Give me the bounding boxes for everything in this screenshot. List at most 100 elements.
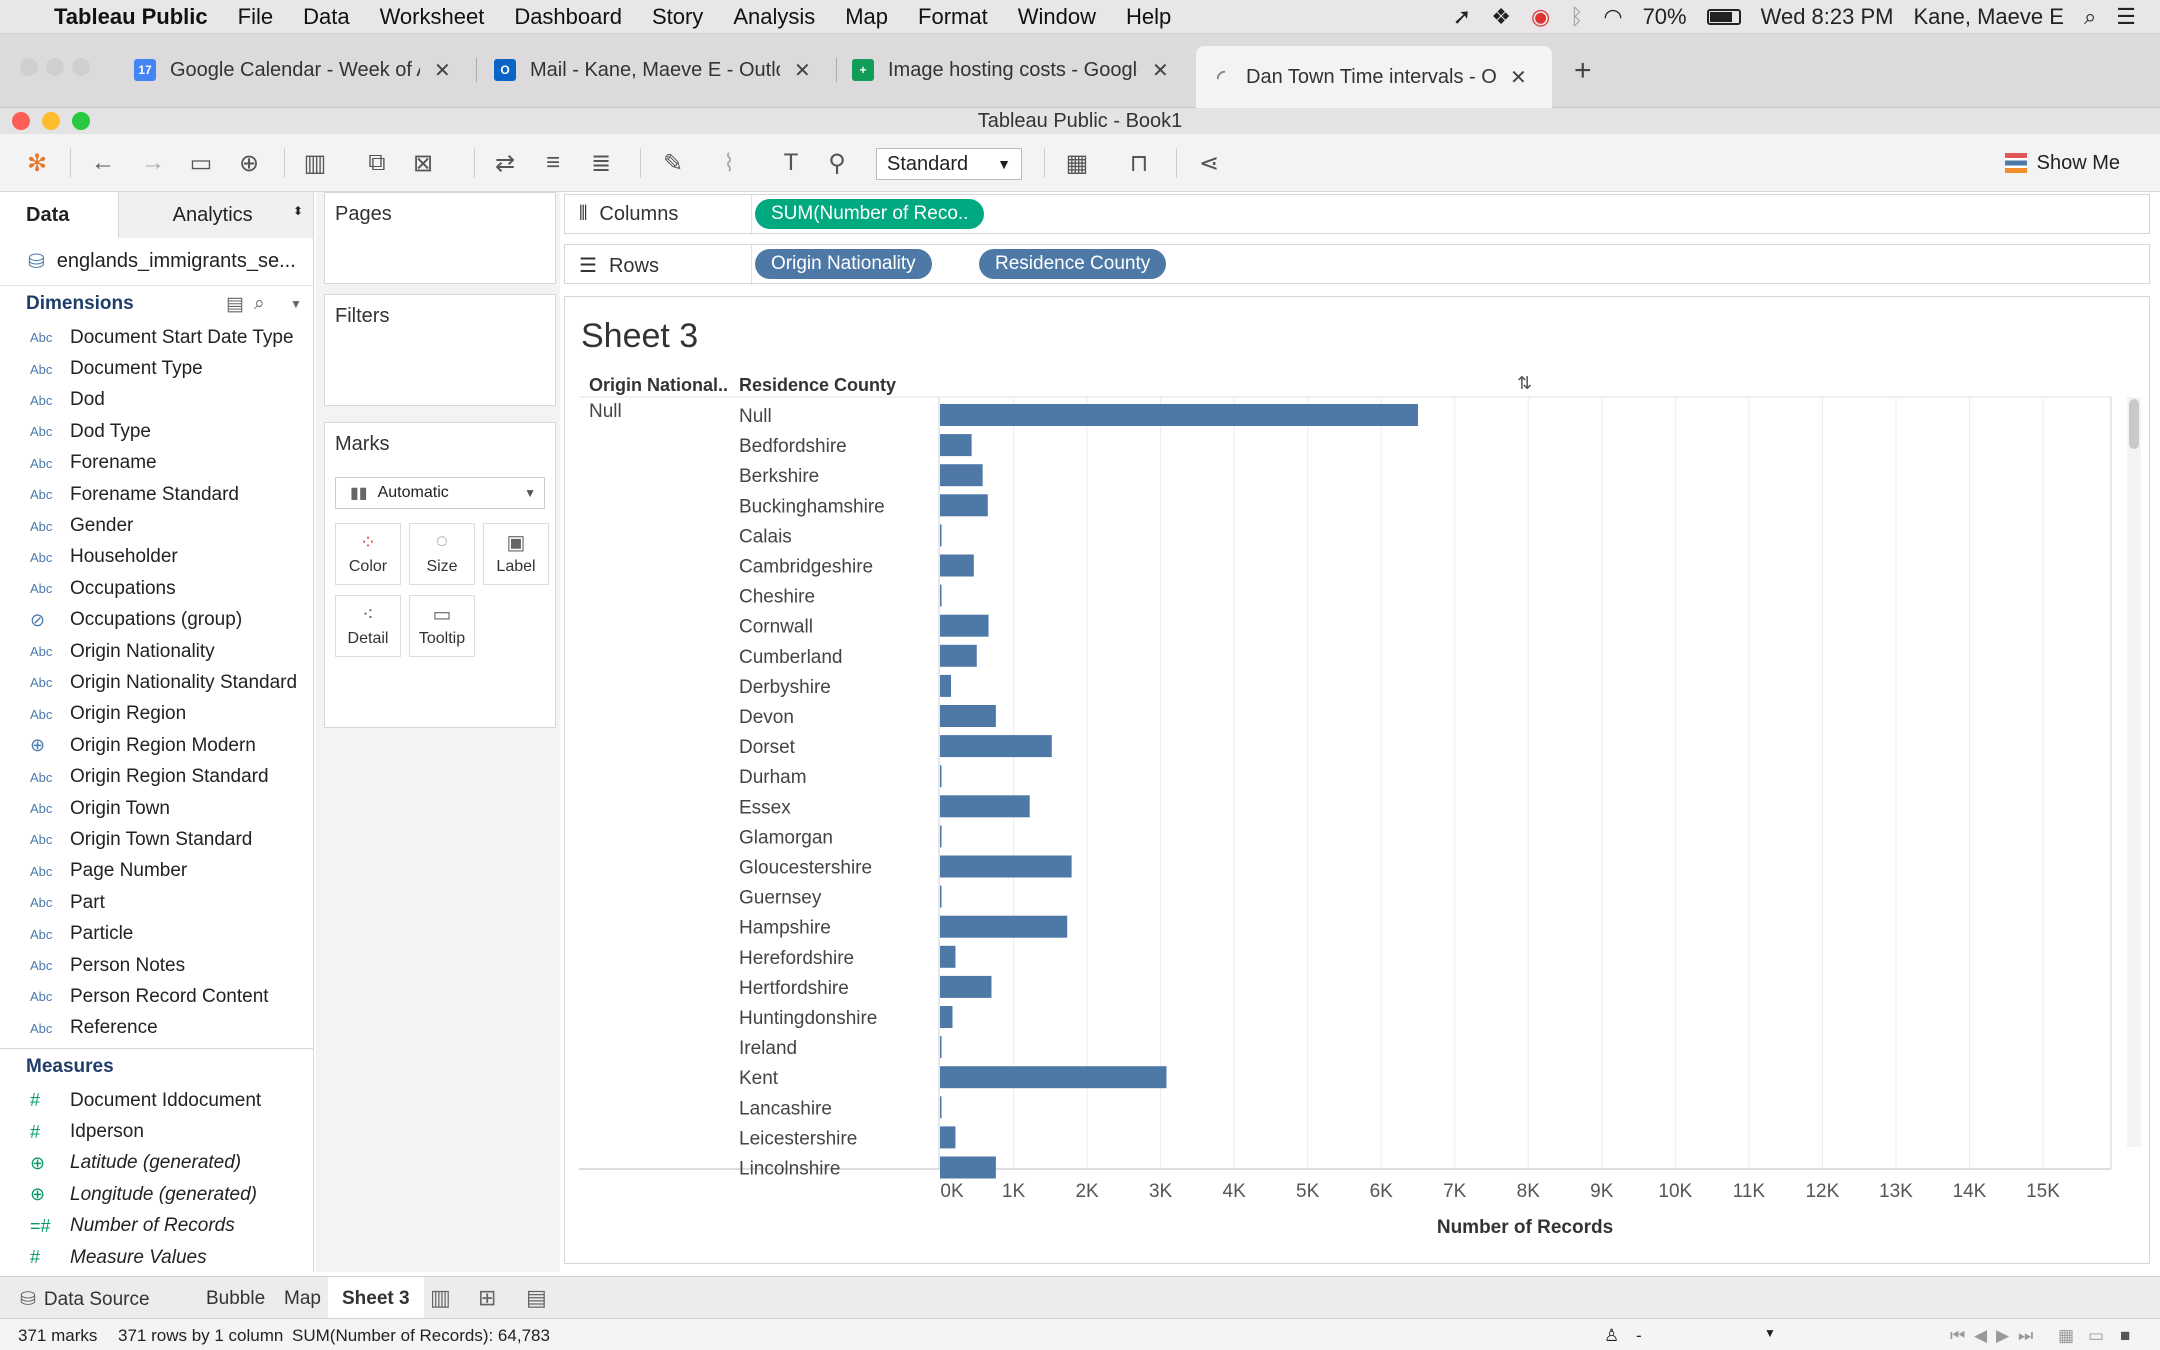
view-list-icon[interactable]: ▤ bbox=[226, 293, 244, 315]
user-name[interactable]: Kane, Maeve E bbox=[1913, 4, 2064, 29]
category-label[interactable]: Bedfordshire bbox=[739, 436, 847, 457]
first-page-icon[interactable]: ⏮ bbox=[1950, 1326, 1966, 1345]
dimension-field[interactable]: Abc Forename Standard bbox=[0, 479, 313, 510]
tab-analytics[interactable]: Analytics ⬍ bbox=[117, 192, 313, 238]
menu-dashboard[interactable]: Dashboard bbox=[514, 3, 622, 29]
category-label[interactable]: Essex bbox=[739, 797, 791, 818]
dimension-field[interactable]: Abc Origin Nationality bbox=[0, 636, 313, 667]
wifi-icon[interactable]: ◠ bbox=[1603, 4, 1623, 29]
bar[interactable] bbox=[940, 524, 942, 547]
battery-icon[interactable] bbox=[1706, 9, 1741, 25]
bar[interactable] bbox=[940, 915, 1068, 938]
dimension-field[interactable]: Abc Origin Town Standard bbox=[0, 824, 313, 855]
presentation-mode-icon[interactable]: ⊓ bbox=[1129, 149, 1149, 177]
filmstrip-view-icon[interactable]: ▭ bbox=[2088, 1326, 2105, 1345]
category-label[interactable]: Lincolnshire bbox=[739, 1159, 840, 1180]
duplicate-sheet-icon[interactable]: ⧉ bbox=[368, 149, 386, 176]
menu-format[interactable]: Format bbox=[918, 3, 988, 29]
category-label[interactable]: Hampshire bbox=[739, 918, 831, 939]
prev-page-icon[interactable]: ◀ bbox=[1974, 1326, 1988, 1345]
category-label[interactable]: Durham bbox=[739, 767, 807, 788]
dimension-field[interactable]: Abc Document Type bbox=[0, 353, 313, 384]
chevron-down-icon[interactable]: ▼ bbox=[1764, 1326, 1776, 1340]
notification-center-icon[interactable]: ☰ bbox=[2116, 4, 2136, 29]
measure-field[interactable]: # Measure Values bbox=[0, 1242, 313, 1273]
new-data-source-icon[interactable]: ⊕ bbox=[238, 149, 260, 177]
data-source-item[interactable]: ⛁ englands_immigrants_se... bbox=[0, 238, 313, 286]
browser-tab-active[interactable]: ◜ Dan Town Time intervals - Ope ✕ bbox=[1196, 46, 1552, 108]
bar[interactable] bbox=[940, 1036, 942, 1059]
menu-worksheet[interactable]: Worksheet bbox=[379, 3, 485, 29]
user-filter-value[interactable]: - bbox=[1636, 1326, 1642, 1345]
filters-card[interactable]: Filters bbox=[324, 294, 556, 406]
fix-axes-icon[interactable]: ⚲ bbox=[828, 149, 846, 177]
sort-descending-icon[interactable]: ≣ bbox=[590, 149, 612, 177]
tableau-logo-icon[interactable]: ✻ bbox=[26, 149, 48, 177]
bar[interactable] bbox=[940, 705, 996, 727]
dimension-field[interactable]: Abc Gender bbox=[0, 510, 313, 541]
measure-field[interactable]: # Document Iddocument bbox=[0, 1085, 313, 1116]
location-icon[interactable]: ➚ bbox=[1452, 4, 1472, 29]
bar[interactable] bbox=[940, 584, 942, 607]
category-label[interactable]: Cambridgeshire bbox=[739, 557, 873, 578]
category-label[interactable]: Herefordshire bbox=[739, 948, 854, 969]
show-me-button[interactable]: Show Me bbox=[2004, 146, 2120, 180]
show-cards-icon[interactable]: ▦ bbox=[1065, 149, 1089, 177]
category-label[interactable]: Berkshire bbox=[739, 466, 819, 487]
dimension-field[interactable]: Abc Particle bbox=[0, 918, 313, 949]
header-residence-county[interactable]: Residence County bbox=[739, 375, 897, 395]
fit-select[interactable]: Standard ▼ bbox=[876, 148, 1022, 180]
tooltip-button[interactable]: ▭ Tooltip bbox=[409, 595, 475, 657]
category-label[interactable]: Lancashire bbox=[739, 1098, 832, 1119]
dimension-field[interactable]: Abc Forename bbox=[0, 448, 313, 479]
data-source-tab[interactable]: ⛁ Data Source bbox=[6, 1277, 164, 1319]
menu-data[interactable]: Data bbox=[303, 3, 350, 29]
clock[interactable]: Wed 8:23 PM bbox=[1760, 4, 1894, 29]
tabs-view-icon[interactable]: ■ bbox=[2120, 1326, 2131, 1345]
bar[interactable] bbox=[940, 614, 989, 637]
detail-button[interactable]: ⁖ Detail bbox=[335, 595, 401, 657]
browser-tab-sheets[interactable]: + Image hosting costs - Google S ✕ bbox=[838, 48, 1183, 92]
bar[interactable] bbox=[940, 1096, 942, 1119]
menu-map[interactable]: Map bbox=[845, 3, 889, 29]
bar[interactable] bbox=[940, 825, 942, 848]
sheet-tab-bubble[interactable]: Bubble bbox=[206, 1288, 266, 1309]
measure-field[interactable]: =# Number of Records bbox=[0, 1211, 313, 1242]
bar[interactable] bbox=[940, 434, 972, 457]
new-worksheet-icon[interactable]: ▥ bbox=[303, 149, 327, 177]
user-icon[interactable]: ♙ bbox=[1604, 1326, 1620, 1345]
category-label[interactable]: Derbyshire bbox=[739, 677, 831, 698]
dimension-field[interactable]: Abc Dod bbox=[0, 385, 313, 416]
category-label[interactable]: Cumberland bbox=[739, 647, 843, 668]
category-label[interactable]: Huntingdonshire bbox=[739, 1008, 877, 1029]
undo-icon[interactable]: ← bbox=[91, 149, 115, 176]
swap-rows-columns-icon[interactable]: ⇄ bbox=[494, 149, 516, 177]
color-button[interactable]: ⁘ Color bbox=[335, 523, 401, 585]
save-icon[interactable]: ▭ bbox=[189, 149, 213, 177]
bar[interactable] bbox=[940, 975, 992, 998]
menu-analysis[interactable]: Analysis bbox=[733, 3, 816, 29]
bar[interactable] bbox=[940, 1126, 956, 1149]
menu-file[interactable]: File bbox=[237, 3, 274, 29]
dimension-field[interactable]: Abc Householder bbox=[0, 542, 313, 573]
window-close-inactive[interactable] bbox=[20, 58, 38, 76]
app-name-menu[interactable]: Tableau Public bbox=[54, 3, 208, 29]
bar[interactable] bbox=[940, 494, 988, 517]
window-min-inactive[interactable] bbox=[46, 58, 64, 76]
dimension-field[interactable]: Abc Person Notes bbox=[0, 950, 313, 981]
bar[interactable] bbox=[940, 855, 1072, 878]
browser-tab-outlook[interactable]: O Mail - Kane, Maeve E - Outlook ✕ bbox=[480, 48, 825, 92]
window-close-button[interactable] bbox=[12, 112, 30, 130]
dimension-field[interactable]: Abc Person Record Content bbox=[0, 981, 313, 1012]
menu-window[interactable]: Window bbox=[1017, 3, 1096, 29]
redo-icon[interactable]: → bbox=[141, 149, 165, 176]
category-label[interactable]: Cornwall bbox=[739, 617, 813, 638]
columns-pill-sum-records[interactable]: SUM(Number of Reco.. bbox=[755, 199, 985, 229]
window-minimize-button[interactable] bbox=[42, 112, 60, 130]
close-icon[interactable]: ✕ bbox=[1510, 66, 1527, 89]
bar[interactable] bbox=[940, 674, 952, 697]
window-zoom-button[interactable] bbox=[72, 112, 90, 130]
close-icon[interactable]: ✕ bbox=[434, 59, 451, 82]
clear-sheet-icon[interactable]: ⊠ bbox=[412, 149, 434, 177]
dimension-field[interactable]: ⊘ Occupations (group) bbox=[0, 605, 313, 636]
